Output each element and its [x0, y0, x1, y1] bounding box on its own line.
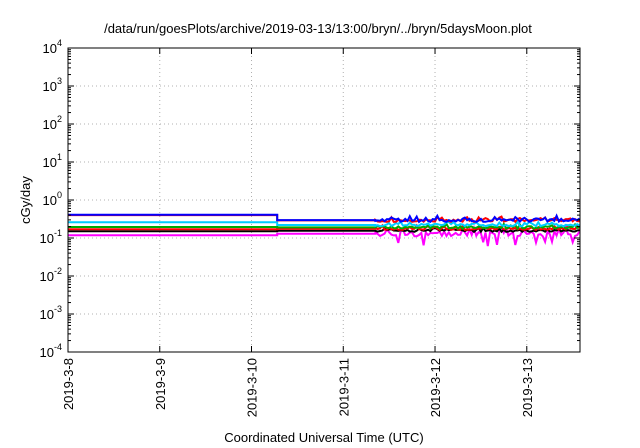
grid [68, 48, 580, 352]
x-tick-label: 2019-3-11 [336, 358, 351, 416]
x-tick-label: 2019-3-12 [428, 358, 443, 417]
series-layer [68, 213, 581, 247]
x-tick-label: 2019-3-10 [245, 358, 260, 417]
series-line [68, 223, 581, 232]
chart-title: /data/run/goesPlots/archive/2019-03-13/1… [104, 21, 532, 36]
series-line [68, 221, 581, 231]
y-axis-label: cGy/day [18, 176, 33, 224]
y-tick-label: 10-2 [40, 266, 62, 284]
y-tick-label: 10-3 [40, 304, 62, 322]
series-line [68, 213, 581, 224]
y-tick-label: 101 [43, 152, 62, 170]
x-tick-label: 2019-3-13 [520, 358, 535, 417]
x-axis-label: Coordinated Universal Time (UTC) [224, 430, 423, 445]
x-axis: 2019-3-8 2019-3-9 2019-3-10 2019-3-11 2019-3… [61, 48, 535, 417]
y-axis: 10-4 10-3 10-2 10-1 100 101 102 103 104 [40, 38, 580, 360]
y-tick-label: 102 [43, 114, 62, 132]
y-tick-label: 100 [43, 190, 62, 208]
x-tick-label: 2019-3-9 [153, 358, 168, 410]
y-tick-label: 10-1 [40, 228, 62, 246]
y-tick-label: 10-4 [40, 342, 62, 360]
y-tick-label: 104 [43, 38, 62, 56]
series-line [68, 220, 580, 228]
x-tick-label: 2019-3-8 [61, 358, 76, 410]
y-tick-label: 103 [43, 76, 62, 94]
